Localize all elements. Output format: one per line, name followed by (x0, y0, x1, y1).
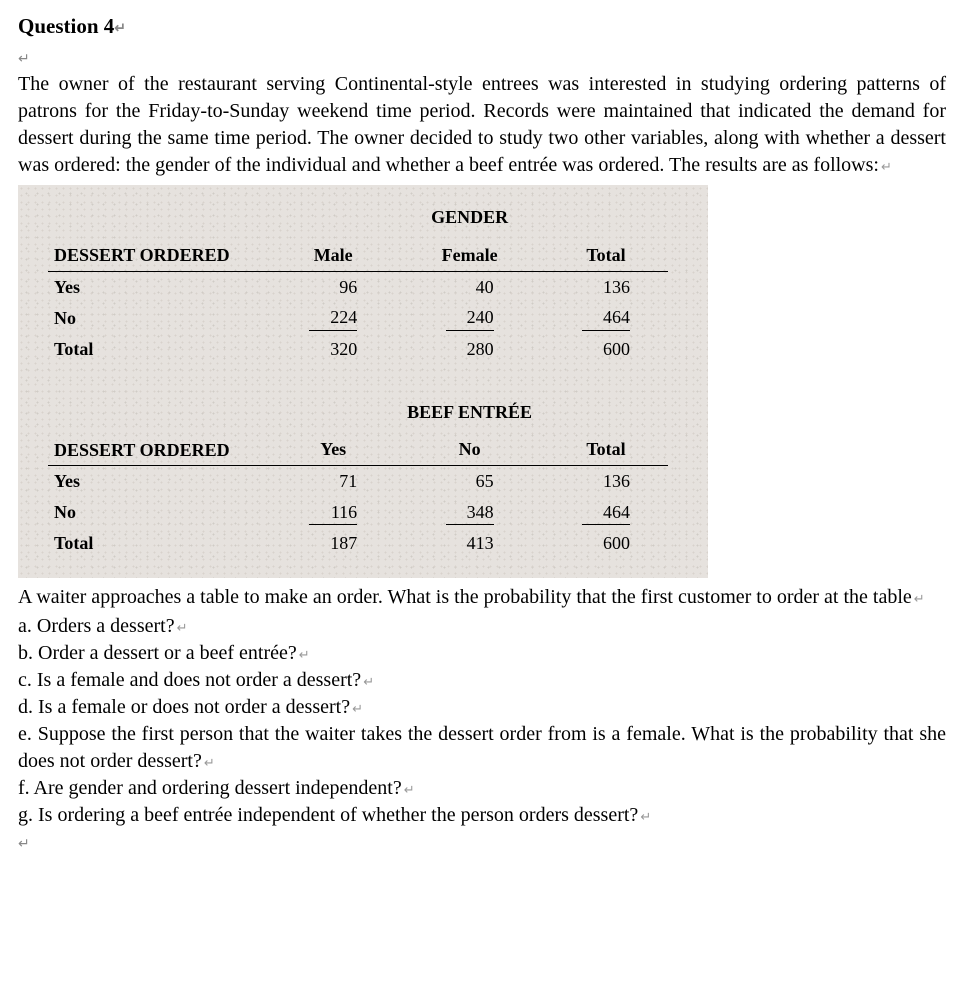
part-d: d. Is a female or does not order a desse… (18, 694, 946, 721)
part-f: f. Are gender and ordering dessert indep… (18, 775, 946, 802)
table-gender-stub-header: DESSERT ORDERED (48, 240, 271, 272)
intro-paragraph: The owner of the restaurant serving Cont… (18, 71, 946, 179)
cell: 240 (446, 305, 494, 330)
cell: 224 (309, 305, 357, 330)
data-tables-box: GENDER DESSERT ORDERED Male Female Total… (18, 185, 708, 578)
table-beef-col-a: Yes (271, 434, 395, 466)
part-c: c. Is a female and does not order a dess… (18, 667, 946, 694)
cell: No (48, 302, 271, 333)
question-parts: a. Orders a dessert? b. Order a dessert … (18, 613, 946, 829)
question-title: Question 4↵ (18, 12, 946, 40)
table-row: Total 187 413 600 (48, 528, 668, 558)
cell: 464 (582, 305, 630, 330)
table-gender-col-a: Male (271, 240, 395, 272)
cell: 71 (309, 469, 357, 493)
cell: 136 (582, 469, 630, 493)
cell: 464 (582, 500, 630, 525)
cell: 187 (309, 531, 357, 555)
table-beef-col-total: Total (544, 434, 668, 466)
part-b: b. Order a dessert or a beef entrée? (18, 640, 946, 667)
cell: Total (48, 334, 271, 364)
cell: Total (48, 528, 271, 558)
table-beef: BEEF ENTRÉE DESSERT ORDERED Yes No Total… (48, 394, 668, 558)
table-gender: GENDER DESSERT ORDERED Male Female Total… (48, 199, 668, 363)
cell: 136 (582, 275, 630, 299)
table-beef-col-b: No (395, 434, 544, 466)
table-gender-col-b: Female (395, 240, 544, 272)
part-g: g. Is ordering a beef entrée independent… (18, 802, 946, 829)
cell: 116 (309, 500, 357, 525)
cell: 348 (446, 500, 494, 525)
table-row: Yes 96 40 136 (48, 271, 668, 302)
question-lead: A waiter approaches a table to make an o… (18, 584, 946, 611)
table-gender-superheader-text: GENDER (395, 199, 544, 239)
return-mark-icon: ↵ (18, 835, 30, 851)
return-mark-icon: ↵ (114, 20, 126, 36)
cell: 413 (446, 531, 494, 555)
cell: 320 (309, 337, 357, 361)
cell: Yes (48, 271, 271, 302)
return-mark-icon: ↵ (18, 50, 30, 66)
cell: 600 (582, 337, 630, 361)
cell: 280 (446, 337, 494, 361)
table-row: No 224 240 464 (48, 302, 668, 333)
cell: 96 (309, 275, 357, 299)
cell: 600 (582, 531, 630, 555)
part-e: e. Suppose the first person that the wai… (18, 721, 946, 775)
cell: 65 (446, 469, 494, 493)
table-gender-superheader (271, 199, 395, 239)
table-row: Yes 71 65 136 (48, 466, 668, 497)
cell: Yes (48, 466, 271, 497)
cell: No (48, 497, 271, 528)
table-row: No 116 348 464 (48, 497, 668, 528)
table-beef-superheader-text: BEEF ENTRÉE (395, 394, 544, 434)
part-a: a. Orders a dessert? (18, 613, 946, 640)
cell: 40 (446, 275, 494, 299)
question-title-text: Question 4 (18, 14, 114, 38)
table-gender-col-total: Total (544, 240, 668, 272)
table-row: Total 320 280 600 (48, 334, 668, 364)
table-beef-stub-header: DESSERT ORDERED (48, 434, 271, 466)
